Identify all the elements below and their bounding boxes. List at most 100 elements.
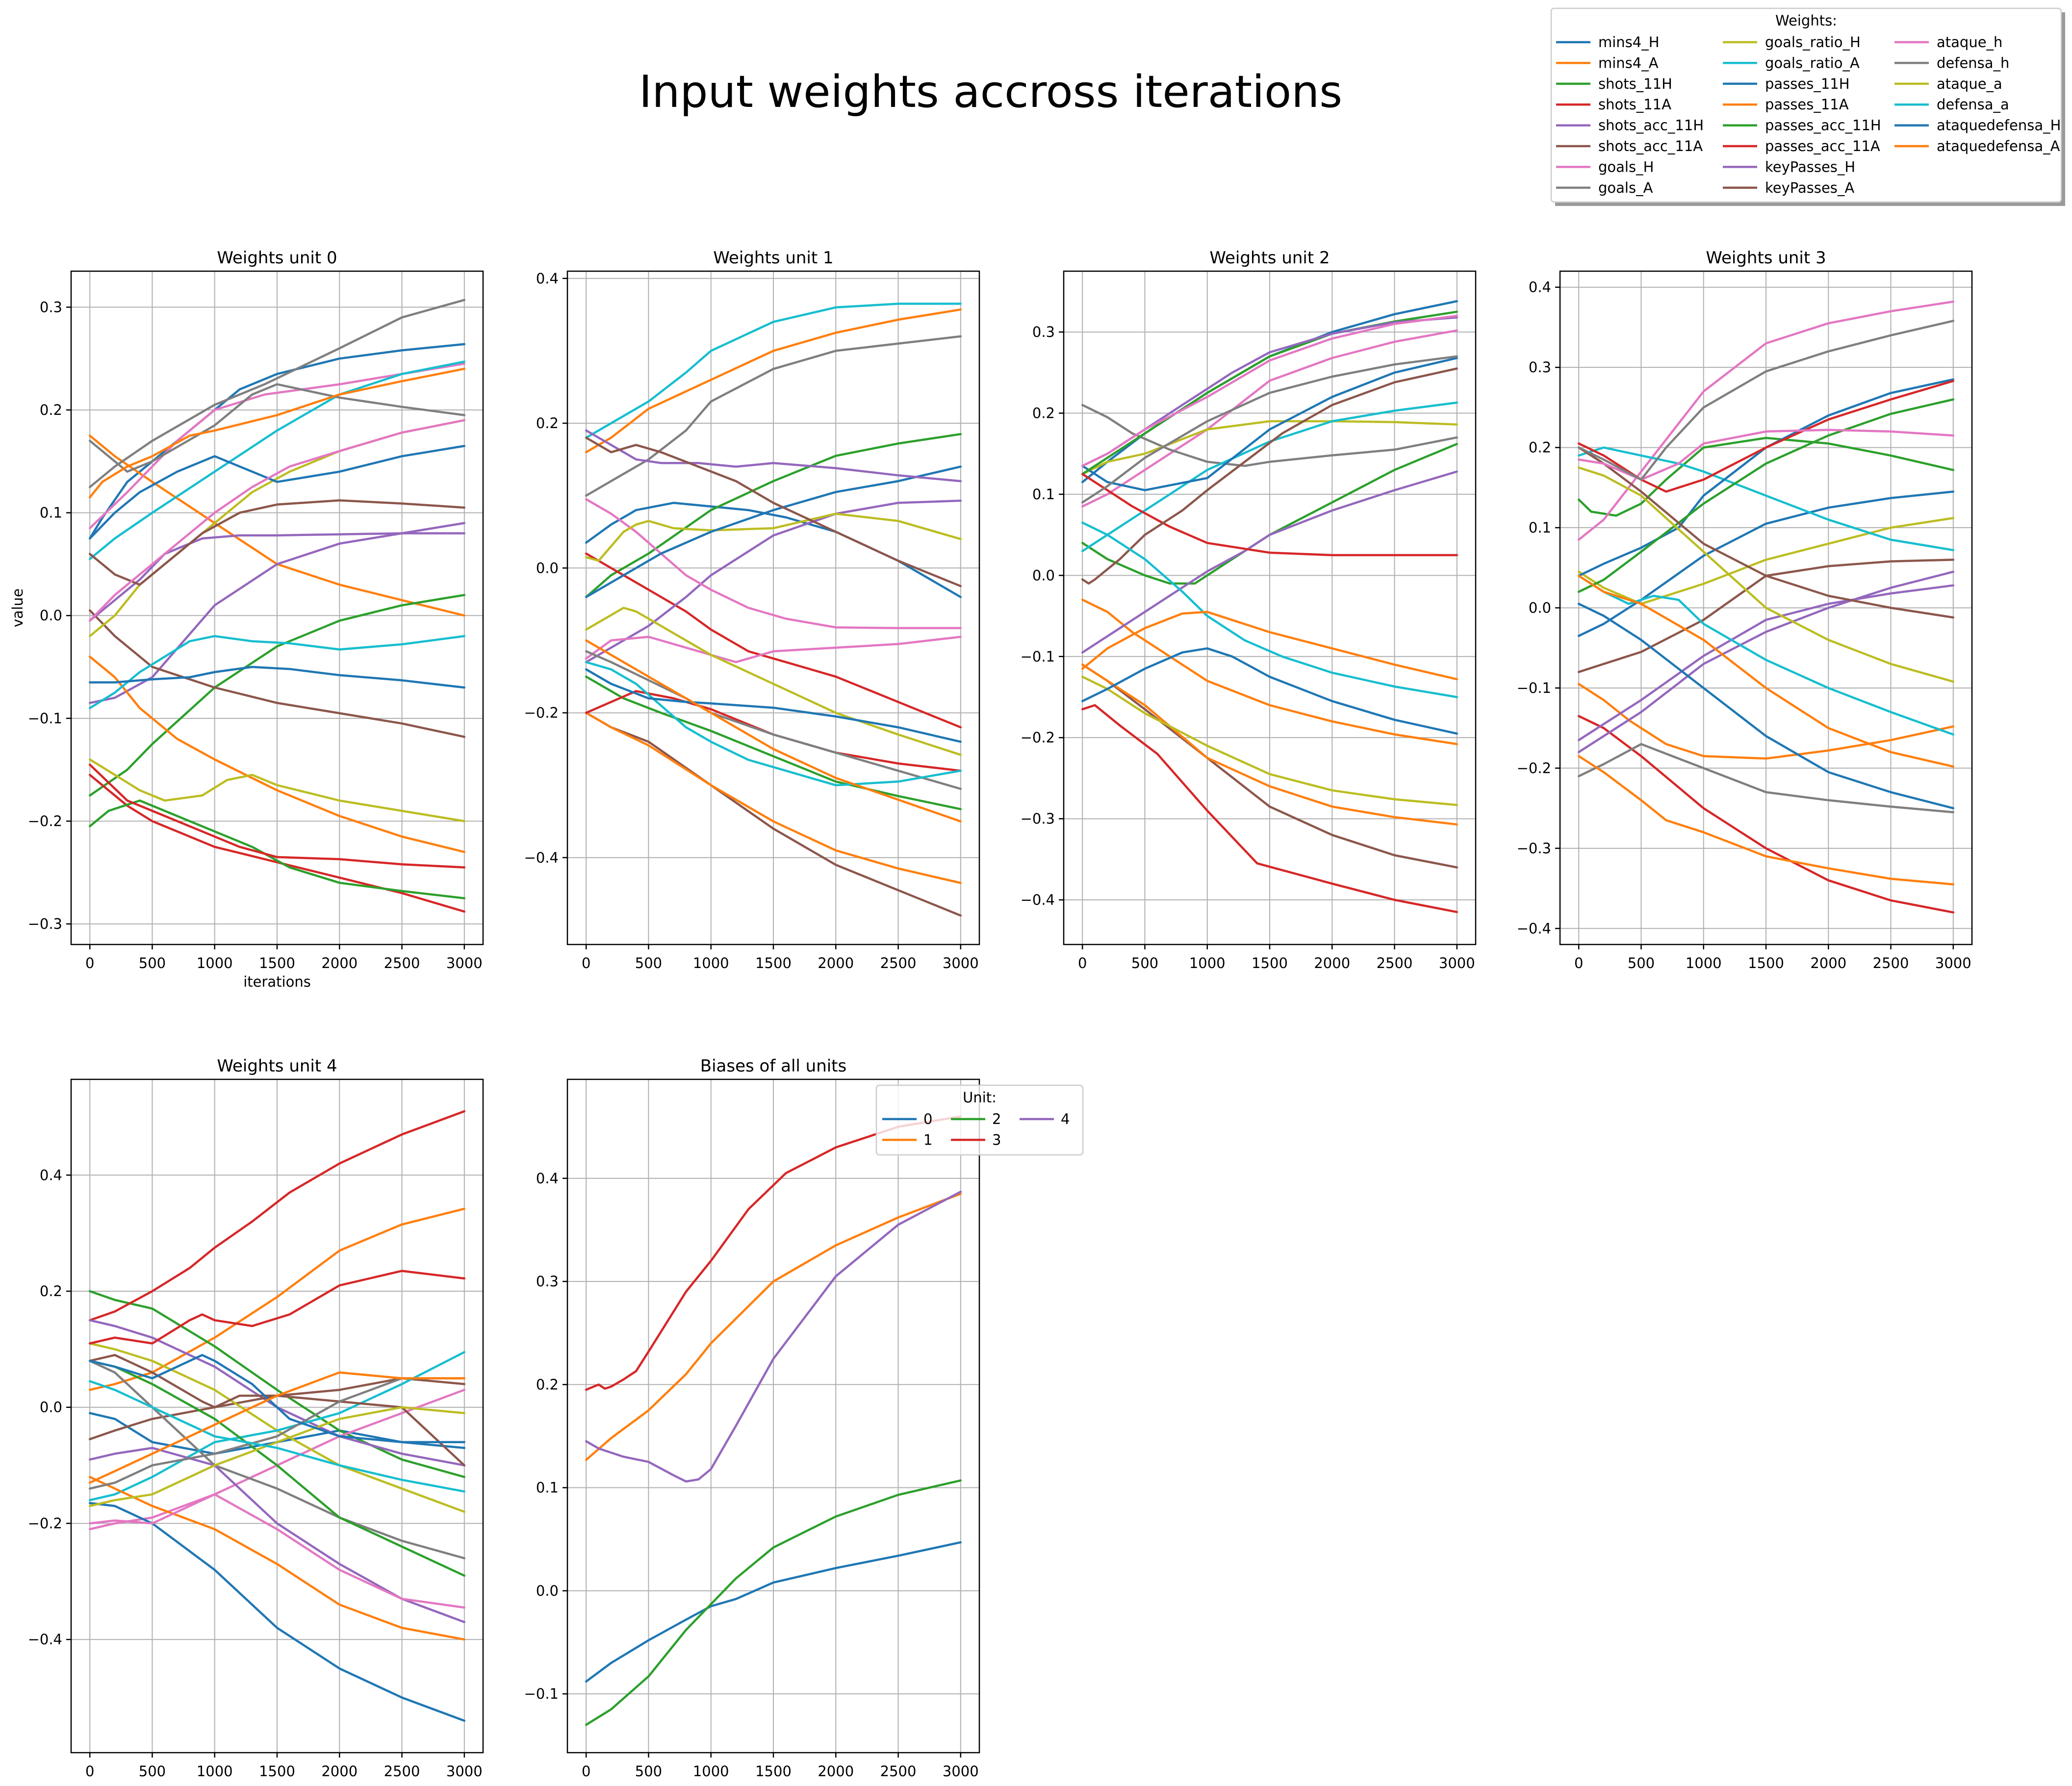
- series-line-shots_acc_11H: [1577, 570, 1955, 753]
- x-tick-label: 500: [635, 955, 662, 971]
- series-line-ataque_a: [88, 1406, 466, 1507]
- x-tick-label: 500: [1131, 955, 1158, 971]
- x-tick-label: 2500: [1377, 955, 1413, 971]
- series-line-goals_A: [88, 1359, 466, 1559]
- x-tick-label: 3000: [943, 955, 979, 971]
- series-line-passes_acc_11A: [1081, 473, 1458, 557]
- x-tick-label: 2500: [384, 1763, 420, 1780]
- x-tick-label: 3000: [943, 1763, 979, 1780]
- series-line-shots_11H: [1081, 443, 1458, 585]
- y-tick-label: 0.2: [1529, 439, 1551, 456]
- x-tick-label: 2000: [1314, 955, 1350, 971]
- y-tick-label: −0.1: [28, 710, 62, 727]
- series-line-passes_acc_11A: [585, 690, 962, 772]
- y-tick-label: 0.2: [40, 402, 62, 418]
- y-tick-label: 0.0: [40, 607, 62, 624]
- series-line-passes_11A: [585, 712, 962, 884]
- x-tick-label: 500: [139, 1763, 166, 1780]
- series-line-shots_acc_11A: [1577, 559, 1955, 673]
- legend-entry: shots_acc_11A: [1598, 138, 1703, 154]
- series-line-ataquedefensa_A: [88, 367, 466, 499]
- series-line-2: [585, 1479, 962, 1726]
- series-line-3: [585, 1115, 962, 1391]
- series-line-defensa_h: [88, 1377, 466, 1490]
- y-tick-label: 0.1: [1032, 486, 1055, 503]
- x-tick-label: 2000: [818, 1763, 854, 1780]
- y-tick-label: 0.4: [536, 270, 559, 287]
- x-tick-label: 500: [1628, 955, 1655, 971]
- series-line-keyPasses_A: [585, 436, 962, 587]
- series-line-passes_11H: [88, 445, 466, 540]
- series-line-passes_acc_11H: [1577, 398, 1955, 593]
- legend-entry: passes_11A: [1765, 96, 1849, 113]
- series-line-shots_11H: [1577, 436, 1955, 517]
- series-line-passes_acc_11H: [88, 799, 466, 899]
- series-line-ataquedefensa_A: [88, 1371, 466, 1484]
- legend-entry: 0: [923, 1111, 932, 1127]
- series-line-passes_acc_11H: [585, 675, 962, 811]
- series-line-passes_acc_11A: [1577, 380, 1955, 493]
- series-line-keyPasses_A: [1577, 446, 1955, 619]
- series-line-defensa_h: [1577, 320, 1955, 481]
- series-line-goals_ratio_H: [585, 512, 962, 562]
- series-line-goals_ratio_H: [1577, 517, 1955, 605]
- x-tick-label: 2000: [818, 955, 854, 971]
- x-tick-label: 2500: [384, 955, 420, 971]
- y-tick-label: 0.2: [536, 415, 559, 432]
- series-line-goals_H: [88, 362, 466, 530]
- y-tick-label: −0.2: [1517, 760, 1551, 776]
- series-line-goals_ratio_A: [585, 303, 962, 439]
- y-tick-label: −0.4: [524, 849, 559, 866]
- x-tick-label: 1500: [1252, 955, 1288, 971]
- x-tick-label: 1000: [1686, 955, 1722, 971]
- series-line-keyPasses_H: [585, 429, 962, 483]
- legend-entry: ataque_h: [1937, 34, 2002, 51]
- y-tick-label: −0.2: [524, 705, 559, 721]
- x-tick-label: 2500: [1873, 955, 1909, 971]
- series-line-ataque_h: [88, 1493, 466, 1609]
- series-line-defensa_h: [1081, 355, 1458, 504]
- series-line-ataque_a: [1577, 466, 1955, 683]
- y-tick-label: −0.4: [1021, 892, 1055, 908]
- y-tick-label: 0.2: [1032, 405, 1055, 421]
- series-line-ataquedefensa_H: [88, 1353, 466, 1444]
- y-tick-label: 0.1: [40, 505, 62, 521]
- legend-entry: 4: [1061, 1111, 1070, 1127]
- x-tick-label: 1500: [755, 955, 792, 971]
- series-line-keyPasses_A: [88, 1353, 466, 1467]
- legend-title: Unit:: [963, 1089, 997, 1106]
- y-tick-label: −0.4: [28, 1631, 62, 1648]
- legend-entry: ataquedefensa_H: [1937, 117, 2061, 134]
- chart-panel-4: 0 500 1000 1500 2000 2500 3000 −0.4 −0.2 0.0 0.2 0.…: [28, 1056, 484, 1780]
- x-tick-label: 1500: [259, 955, 295, 971]
- x-tick-label: 0: [1078, 955, 1087, 971]
- y-tick-label: 0.4: [1529, 279, 1551, 296]
- series-line-passes_acc_11A: [88, 763, 466, 869]
- series-line-shots_acc_11H: [585, 499, 962, 663]
- series-line-defensa_a: [1081, 521, 1458, 698]
- legend-box: [1550, 7, 2062, 203]
- chart-panel-2: 0 500 1000 1500 2000 2500 3000 −0.4 −0.3 −0.2 −0.1…: [1021, 248, 1477, 971]
- panel-title: Weights unit 3: [1706, 248, 1826, 268]
- series-line-shots_11A: [88, 1110, 466, 1322]
- series-line-goals_ratio_A: [1081, 401, 1458, 552]
- x-tick-label: 1500: [259, 1763, 295, 1780]
- y-tick-label: −0.1: [1517, 680, 1551, 696]
- y-tick-label: 0.3: [1032, 324, 1055, 340]
- y-tick-label: 0.4: [536, 1170, 559, 1187]
- series-line-4: [585, 1190, 962, 1483]
- y-tick-label: 0.3: [40, 299, 62, 315]
- y-tick-label: 0.0: [536, 560, 559, 576]
- series-line-ataquedefensa_H: [1577, 603, 1955, 810]
- x-tick-label: 1000: [693, 955, 729, 971]
- legend-entry: shots_acc_11H: [1598, 117, 1704, 134]
- y-tick-label: −0.1: [1021, 648, 1055, 665]
- series-line-ataquedefensa_A: [1081, 611, 1458, 681]
- series-line-defensa_a: [1577, 574, 1955, 736]
- chart-panel-0: 0 500 1000 1500 2000 2500 3000 −0.3 −0.2 −0.1 0.0 0…: [9, 248, 484, 990]
- x-tick-label: 0: [1574, 955, 1583, 971]
- series-line-goals_ratio_A: [1577, 446, 1955, 552]
- y-tick-label: −0.2: [28, 813, 62, 829]
- series-line-passes_11H: [88, 1502, 466, 1722]
- y-tick-label: 0.0: [40, 1399, 62, 1416]
